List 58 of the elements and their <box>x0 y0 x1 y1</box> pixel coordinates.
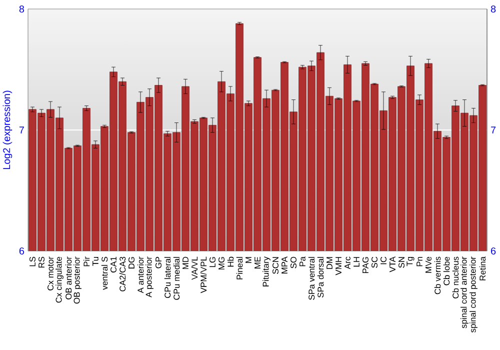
x-tick-label: VPM/VPL <box>200 256 207 294</box>
x-tick-label: A posterior <box>146 256 154 298</box>
x-tick-label: Tu <box>92 257 98 266</box>
x-tick-label: Retina <box>479 256 486 280</box>
y2-tick-label: 6 <box>491 247 496 255</box>
x-tick-label: ME <box>254 256 260 268</box>
x-tick-label: MVe <box>426 256 432 273</box>
x-tick-label: Pa <box>300 256 306 266</box>
x-tick-label: SN <box>398 257 404 268</box>
x-tick-label: Cb nucleus <box>452 256 459 298</box>
x-tick-label: MG <box>218 257 224 270</box>
x-tick-label: IC <box>380 256 386 264</box>
x-tick-label: Arc <box>344 256 350 270</box>
x-tick-label: SPa ventral <box>308 257 315 300</box>
x-tick-label: Pn <box>416 257 422 266</box>
x-tick-label: OB posterior <box>74 256 82 304</box>
x-tick-label: Pituitary <box>262 256 270 286</box>
x-tick-label: Cx cingulate <box>56 256 64 303</box>
x-tick-label: spinal cord anterior <box>460 256 468 328</box>
x-tick-label: ventral S <box>101 256 108 290</box>
x-tick-label: MD <box>182 256 188 269</box>
x-tick-label: spinal cord posterior <box>470 256 478 332</box>
y2-tick-label: 8 <box>490 5 496 13</box>
x-tick-label: LS <box>30 256 36 266</box>
y-axis-title: Log2 (expression) <box>2 90 12 170</box>
x-tick-label: GP <box>156 256 162 268</box>
y-tick-label: 7 <box>19 126 24 134</box>
x-tick-label: DG <box>128 257 134 268</box>
x-tick-label: Pineal <box>236 257 243 280</box>
y2-tick-label: 7 <box>491 126 496 134</box>
x-tick-label: VMH <box>336 257 342 276</box>
x-tick-label: RS <box>38 256 44 268</box>
x-tick-label: SO <box>290 256 296 268</box>
x-tick-label: CPu lateral <box>164 257 171 298</box>
x-tick-label: CA1 <box>110 256 116 272</box>
x-tick-label: Hb <box>227 256 234 267</box>
x-tick-label: Cx motor <box>48 256 54 290</box>
x-tick-label: VTA <box>390 256 396 272</box>
x-tick-label: Pir <box>83 256 90 266</box>
x-tick-label: DM <box>326 257 332 269</box>
x-tick-label: SC <box>372 256 378 268</box>
x-tick-label: MPA <box>282 256 288 274</box>
x-tick-label: OB anterior <box>65 256 72 300</box>
x-tick-label: SCN <box>272 257 278 274</box>
x-tick-label: LG <box>210 257 216 268</box>
x-tick-label: Tg <box>406 256 414 266</box>
x-tick-label: VA/VL <box>191 256 198 280</box>
x-tick-label: A anterior <box>137 256 144 294</box>
x-tick-label: LH <box>354 257 360 267</box>
x-tick-label: M <box>246 257 252 263</box>
x-tick-label: Cb vermis <box>434 256 441 294</box>
x-tick-label: PAG <box>362 257 368 274</box>
x-tick-label: CPu medial <box>173 257 180 300</box>
x-tick-label: Cb lobe <box>443 256 450 286</box>
y-tick-label: 6 <box>19 247 24 255</box>
x-tick-label: CA2/CA3 <box>119 256 126 292</box>
x-tick-label: SPa dorsal <box>317 257 324 298</box>
y-tick-label: 8 <box>19 5 24 13</box>
